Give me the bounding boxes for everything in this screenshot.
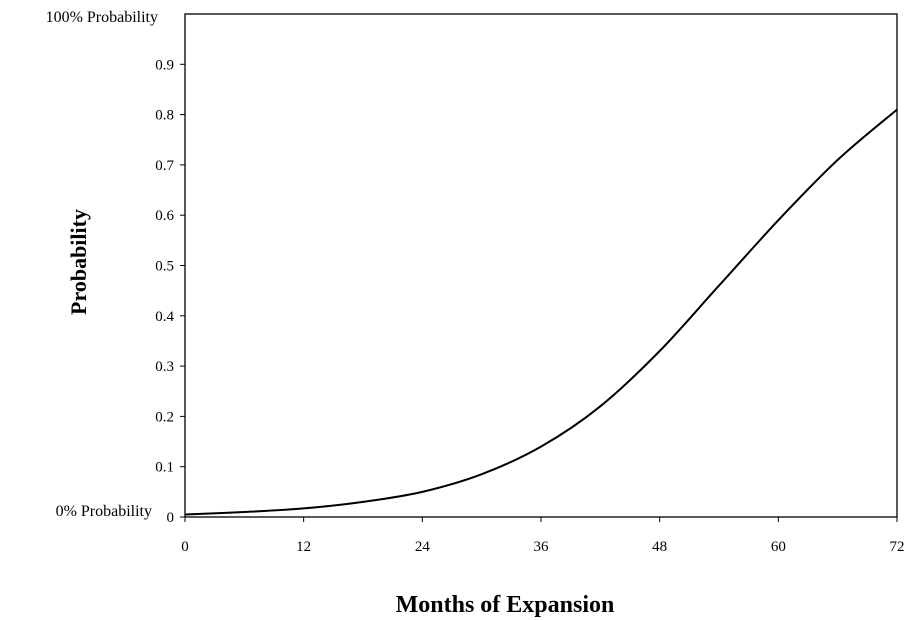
x-axis-ticks: 0 12 24 36 48 60 72 — [181, 517, 905, 555]
x-tick-label: 12 — [296, 539, 311, 555]
y-axis-title: Probability — [66, 209, 91, 315]
y-tick-label: 0.8 — [155, 108, 174, 124]
y-tick-label: 0.9 — [155, 57, 174, 73]
x-tick-label: 0 — [181, 539, 189, 555]
bottom-probability-label: 0% Probability — [56, 503, 152, 520]
x-tick-label: 60 — [771, 539, 786, 555]
y-tick-label: 0.6 — [155, 208, 174, 224]
y-tick-label: 0 — [167, 510, 175, 526]
y-axis-ticks: 0 0.1 0.2 0.3 0.4 0.5 0.6 0.7 0.8 0.9 — [155, 57, 185, 526]
x-tick-label: 72 — [890, 539, 905, 555]
y-tick-label: 0.3 — [155, 359, 174, 375]
y-tick-label: 0.2 — [155, 409, 174, 425]
plot-frame — [184, 13, 898, 518]
x-tick-label: 24 — [415, 539, 431, 555]
y-tick-label: 0.5 — [155, 259, 174, 275]
y-tick-label: 0.1 — [155, 460, 174, 476]
probability-curve — [184, 108, 898, 516]
top-probability-label: 100% Probability — [46, 9, 158, 26]
x-axis-title: Months of Expansion — [396, 592, 615, 618]
y-tick-label: 0.7 — [155, 158, 174, 174]
y-tick-label: 0.4 — [155, 309, 174, 325]
x-tick-label: 36 — [534, 539, 550, 555]
x-tick-label: 48 — [652, 539, 667, 555]
